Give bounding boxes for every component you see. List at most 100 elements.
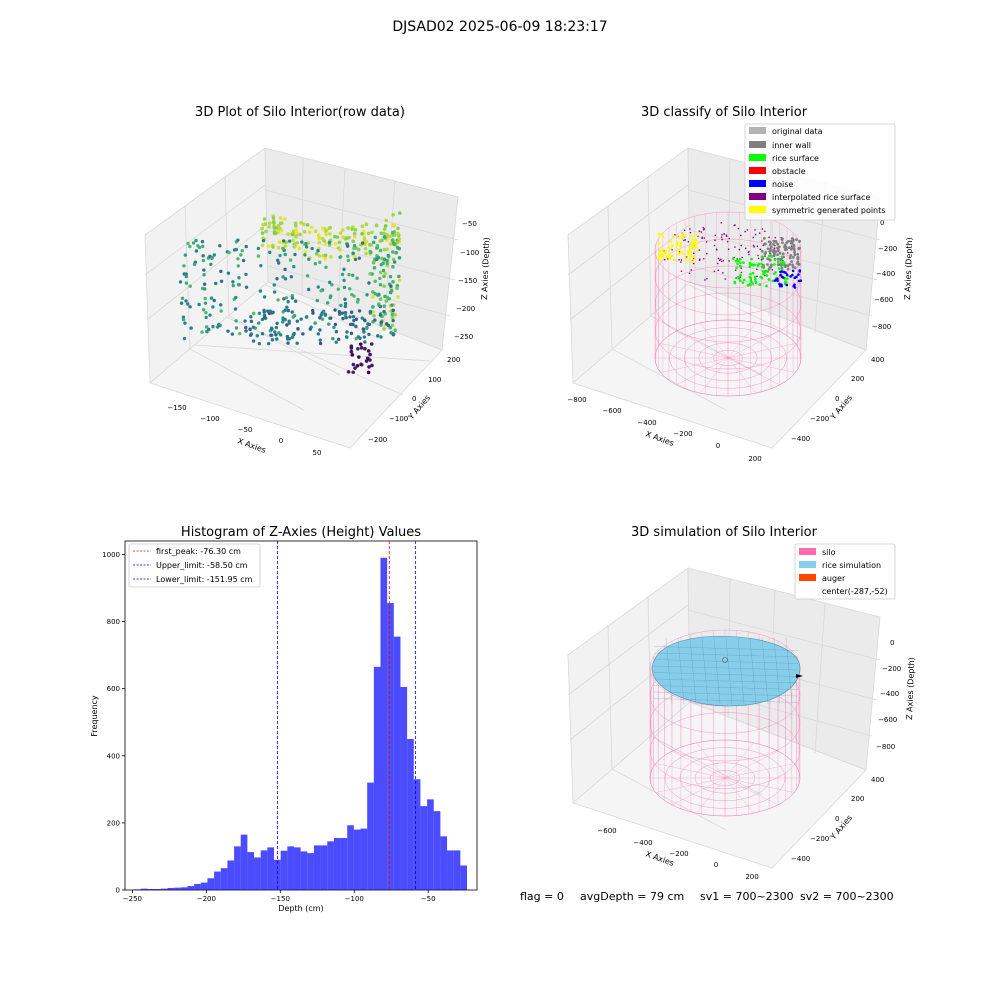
raw-point xyxy=(178,280,183,284)
interpolated-rice-point xyxy=(722,259,725,262)
raw-point xyxy=(244,272,248,277)
interpolated-rice-point xyxy=(698,230,701,233)
interpolated-rice-point xyxy=(720,236,723,238)
raw-point xyxy=(266,309,270,313)
raw-point xyxy=(363,246,368,251)
histogram-bar xyxy=(440,836,448,890)
raw-point xyxy=(316,249,320,253)
rice-mesh-line xyxy=(785,637,793,705)
rice-mesh-line xyxy=(737,637,745,705)
interpolated-rice-point xyxy=(748,253,750,256)
simulation-silo-base-spoke xyxy=(724,777,795,793)
raw-point xyxy=(244,329,248,333)
raw-point xyxy=(302,222,306,227)
rice-surface-point xyxy=(733,280,737,284)
simulation-silo-base-spoke xyxy=(724,742,754,779)
rice-surface-point xyxy=(748,282,752,286)
symmetric-generated-point xyxy=(668,247,672,251)
raw-point xyxy=(378,276,382,281)
symmetric-generated-point xyxy=(657,242,661,245)
rice-mesh-line xyxy=(653,691,799,697)
raw-point xyxy=(323,241,328,246)
legend-label: rice surface xyxy=(772,154,819,163)
classify-x-tick: 200 xyxy=(748,455,761,463)
figure-title: DJSAD02 2025-06-09 18:23:17 xyxy=(392,19,607,35)
interpolated-rice-point xyxy=(671,248,673,251)
raw-point xyxy=(192,262,197,266)
legend-label: noise xyxy=(772,180,793,189)
classify-z-tick: −400 xyxy=(876,270,895,278)
raw-point xyxy=(295,341,299,345)
raw-point xyxy=(337,247,342,252)
interpolated-rice-point xyxy=(740,244,743,247)
raw-point xyxy=(300,240,304,244)
histogram-y-ticks: 0 200 400 600 800 1000 xyxy=(102,551,125,895)
raw-point xyxy=(332,325,336,330)
raw-point xyxy=(323,256,328,261)
raw-point xyxy=(209,296,214,300)
interpolated-rice-point xyxy=(688,272,691,275)
raw-axes-box xyxy=(144,147,459,449)
raw-point xyxy=(356,347,360,351)
inner-wall-point xyxy=(769,263,773,267)
raw-point xyxy=(209,262,213,267)
raw-point xyxy=(320,317,325,321)
interpolated-rice-point xyxy=(761,240,763,242)
legend-label: symmetric generated points xyxy=(772,206,885,215)
classify-silo-base-spoke xyxy=(727,322,757,359)
raw-point xyxy=(236,264,241,268)
raw-point xyxy=(271,216,276,220)
symmetric-generated-point xyxy=(683,257,687,261)
inner-wall-point xyxy=(789,254,793,257)
interpolated-rice-point xyxy=(693,252,695,255)
raw-point xyxy=(384,218,389,223)
rice-surface-point xyxy=(773,258,777,262)
legend-entry-inner-wall: inner wall xyxy=(749,141,811,150)
raw-point xyxy=(384,299,389,303)
legend-swatch xyxy=(749,127,766,134)
raw-point xyxy=(241,258,246,263)
inner-wall-point xyxy=(772,239,776,243)
legend-swatch xyxy=(749,154,766,161)
histogram-x-axis-label: Depth (cm) xyxy=(278,904,323,913)
raw-point xyxy=(334,340,338,344)
inner-wall-point xyxy=(796,261,800,265)
raw-point xyxy=(260,231,265,236)
interpolated-rice-point xyxy=(698,249,701,251)
raw-point xyxy=(281,239,286,243)
raw-point xyxy=(328,280,332,285)
raw-point xyxy=(397,255,402,260)
simulation-z-tick: −800 xyxy=(876,743,895,751)
interpolated-rice-point xyxy=(689,228,691,230)
raw-point xyxy=(340,311,345,315)
classify-silo-base-spoke xyxy=(727,330,780,359)
raw-point xyxy=(275,276,279,281)
raw-point xyxy=(184,274,189,279)
raw-y-tick: 100 xyxy=(428,376,441,384)
raw-point xyxy=(352,318,356,323)
inner-wall-point xyxy=(767,267,771,271)
raw-point xyxy=(362,318,367,322)
histogram-bar xyxy=(134,889,141,890)
interpolated-rice-point xyxy=(715,249,718,251)
raw-point xyxy=(334,329,339,334)
inner-wall-point xyxy=(792,243,796,247)
rice-surface-point xyxy=(772,272,776,275)
raw-point xyxy=(346,370,351,374)
x-tick-label: −100 xyxy=(345,895,364,903)
classify-z-tick: −800 xyxy=(872,323,891,331)
histogram-bar xyxy=(333,837,341,890)
legend-label: Upper_limit: -58.50 cm xyxy=(156,561,248,570)
interpolated-rice-point xyxy=(701,236,703,238)
raw-point xyxy=(251,339,256,343)
legend-label: first_peak: -76.30 cm xyxy=(156,547,241,556)
interpolated-rice-point xyxy=(756,245,759,248)
raw-point xyxy=(336,337,341,342)
raw-point xyxy=(371,305,375,309)
classify-panel-title: 3D classify of Silo Interior xyxy=(641,105,808,120)
raw-point xyxy=(314,251,319,256)
histogram-bar xyxy=(393,636,401,890)
raw-point xyxy=(219,279,224,283)
noise-point xyxy=(776,277,779,281)
raw-point xyxy=(333,234,337,239)
